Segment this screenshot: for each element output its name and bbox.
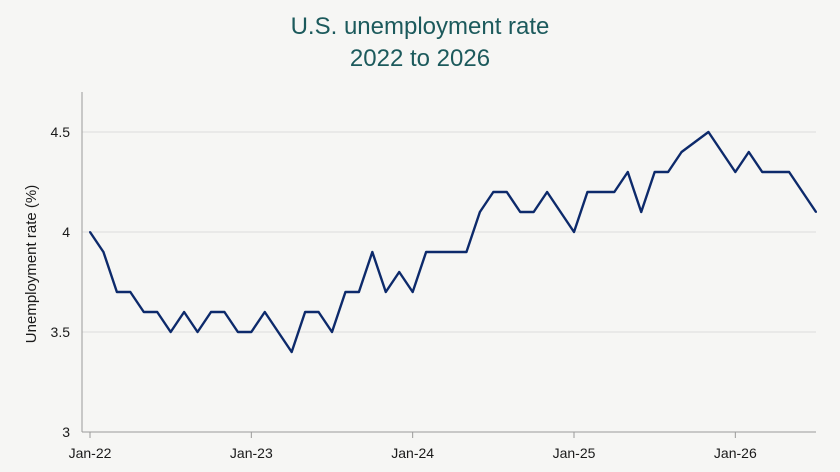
data-point bbox=[142, 311, 145, 313]
y-tick-label: 4.5 bbox=[51, 124, 71, 140]
data-point bbox=[277, 331, 280, 333]
data-point bbox=[801, 191, 804, 193]
data-point bbox=[680, 151, 683, 153]
y-axis-label: Unemployment rate (%) bbox=[23, 185, 40, 343]
data-point bbox=[317, 311, 320, 313]
data-point bbox=[667, 171, 670, 173]
data-point bbox=[452, 251, 454, 253]
axes bbox=[81, 92, 816, 433]
data-point bbox=[720, 151, 723, 153]
gridlines bbox=[82, 131, 816, 333]
x-tick-label: Jan-24 bbox=[391, 445, 434, 461]
data-point bbox=[357, 291, 360, 293]
x-tick-labels: Jan-22 Jan-23 Jan-24 Jan-25 Jan-26 bbox=[69, 432, 757, 461]
data-point bbox=[573, 231, 575, 233]
data-point bbox=[223, 311, 226, 313]
data-point bbox=[653, 171, 656, 173]
data-point bbox=[371, 251, 374, 253]
data-point bbox=[411, 291, 414, 293]
data-point bbox=[250, 331, 253, 333]
y-tick-label: 4 bbox=[62, 224, 70, 240]
data-point bbox=[505, 191, 508, 193]
y-tick-label: 3.5 bbox=[51, 324, 71, 340]
y-tick-labels: 3 3.5 4 4.5 bbox=[51, 124, 71, 440]
x-tick-label: Jan-22 bbox=[69, 445, 112, 461]
data-point bbox=[761, 171, 764, 173]
data-point bbox=[626, 171, 629, 173]
data-point bbox=[236, 331, 239, 333]
data-point bbox=[89, 231, 91, 233]
data-point bbox=[613, 191, 616, 193]
data-point bbox=[210, 311, 212, 313]
chart-title: U.S. unemployment rate bbox=[290, 13, 550, 40]
data-point bbox=[384, 291, 387, 293]
data-point bbox=[263, 311, 266, 313]
chart-subtitle: 2022 to 2026 bbox=[349, 45, 491, 72]
data-point bbox=[304, 311, 307, 313]
data-point bbox=[546, 191, 549, 193]
x-tick-label: Jan-25 bbox=[553, 445, 596, 461]
y-tick-label: 3 bbox=[62, 424, 70, 440]
data-point bbox=[640, 211, 643, 213]
data-point bbox=[331, 331, 333, 333]
data-point bbox=[115, 291, 118, 293]
data-point bbox=[290, 351, 293, 353]
data-point bbox=[425, 251, 428, 253]
data-point bbox=[129, 291, 132, 293]
data-point bbox=[586, 191, 589, 193]
data-point bbox=[492, 191, 495, 193]
data-point bbox=[169, 331, 172, 333]
data-point bbox=[815, 211, 817, 213]
data-point bbox=[183, 311, 186, 313]
series-line bbox=[89, 130, 817, 354]
data-points bbox=[89, 131, 817, 353]
data-point bbox=[707, 131, 710, 133]
data-point bbox=[599, 191, 602, 193]
data-point bbox=[156, 311, 159, 313]
data-point bbox=[465, 251, 468, 253]
data-point bbox=[734, 171, 737, 173]
x-tick-label: Jan-26 bbox=[714, 445, 757, 461]
x-tick-label: Jan-23 bbox=[230, 445, 273, 461]
data-point bbox=[478, 211, 481, 213]
data-point bbox=[559, 211, 562, 213]
data-point bbox=[438, 251, 441, 253]
data-point bbox=[519, 211, 522, 213]
data-point bbox=[788, 171, 791, 173]
data-point bbox=[774, 171, 777, 173]
data-point bbox=[344, 291, 347, 293]
data-point bbox=[102, 251, 105, 253]
data-point bbox=[747, 151, 750, 153]
data-point bbox=[532, 211, 535, 213]
data-point bbox=[398, 271, 401, 273]
data-point bbox=[694, 141, 696, 143]
data-point bbox=[196, 331, 199, 333]
